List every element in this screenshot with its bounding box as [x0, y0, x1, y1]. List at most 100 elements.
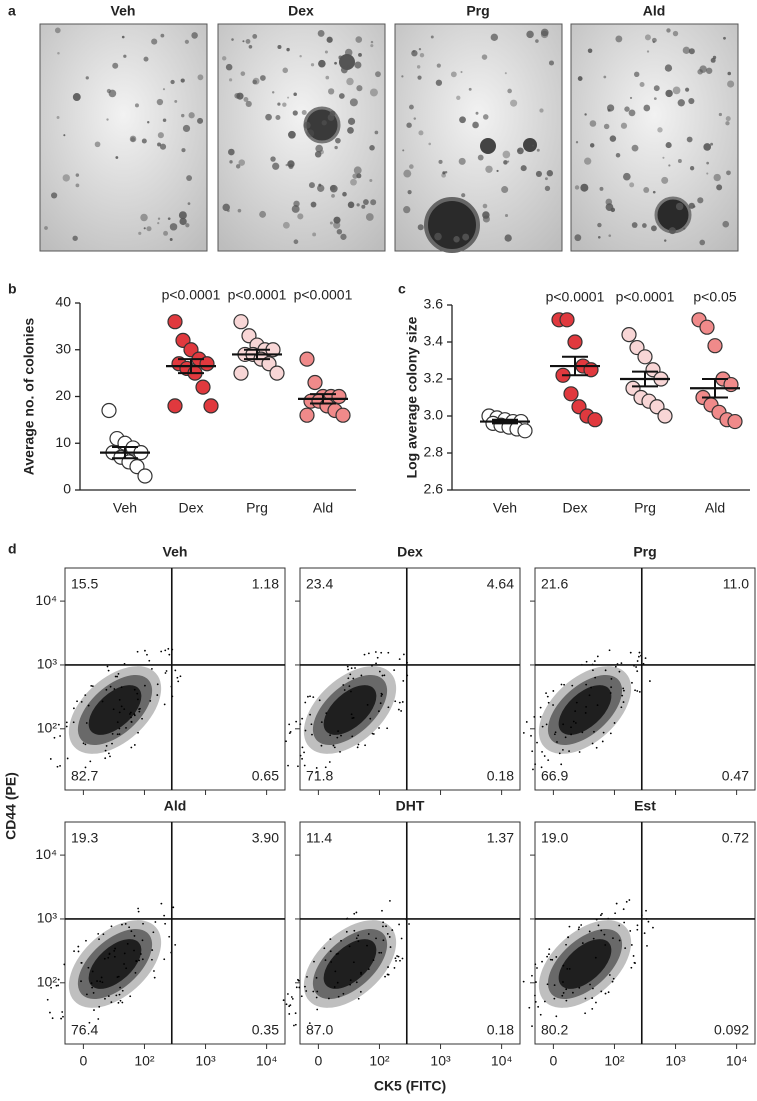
colony: [428, 142, 432, 146]
colony: [299, 55, 302, 58]
colony: [339, 54, 355, 70]
cell-dot: [634, 689, 636, 692]
cell-dot: [378, 710, 380, 713]
cell-dot: [393, 669, 396, 672]
cell-dot: [129, 995, 132, 998]
data-point: [167, 398, 183, 414]
cell-dot: [536, 967, 538, 969]
cell-dot: [121, 923, 123, 926]
cell-dot: [85, 939, 87, 942]
colony: [51, 192, 58, 199]
data-point: [727, 413, 743, 430]
cell-dot: [562, 981, 564, 983]
colony: [159, 143, 167, 150]
cell-dot: [638, 655, 640, 658]
cell-dot: [117, 672, 120, 675]
cell-dot: [382, 939, 385, 942]
x-tick-label: Veh: [493, 500, 517, 516]
quadrant-value: 1.37: [487, 830, 514, 846]
colony: [430, 35, 434, 39]
cell-dot: [375, 937, 377, 940]
cell-dot: [378, 670, 381, 673]
colony: [458, 157, 466, 165]
cell-dot: [144, 649, 146, 652]
cell-dot: [309, 695, 311, 698]
colony: [275, 115, 281, 120]
cell-dot: [546, 695, 549, 698]
colony: [481, 54, 488, 60]
colony: [642, 223, 647, 228]
colony: [328, 88, 335, 95]
y-tick-label: 3.0: [424, 407, 444, 423]
cell-dot: [396, 955, 398, 957]
y-tick-label: 2.6: [424, 481, 444, 497]
colony: [248, 44, 253, 49]
cell-dot: [364, 744, 366, 747]
colony: [406, 122, 412, 128]
cell-dot: [282, 999, 285, 1002]
cell-dot: [325, 712, 328, 715]
cell-dot: [120, 686, 123, 689]
cell-dot: [386, 932, 389, 935]
colony: [503, 160, 508, 165]
cell-dot: [106, 665, 109, 668]
colony: [56, 116, 60, 119]
cell-dot: [98, 938, 100, 941]
colony: [589, 143, 595, 148]
data-point: [699, 319, 715, 335]
colony: [665, 142, 672, 149]
cell-dot: [324, 766, 327, 769]
cell-dot: [549, 958, 552, 961]
cell-dot: [401, 957, 404, 960]
cell-dot: [340, 734, 342, 737]
cell-dot: [130, 746, 133, 749]
colony: [490, 33, 499, 42]
colony: [72, 235, 78, 241]
colony: [157, 132, 164, 139]
cell-dot: [153, 976, 156, 979]
cell-dot: [112, 708, 115, 711]
cell-dot: [349, 979, 352, 982]
cell-dot: [91, 685, 94, 688]
cell-dot: [366, 944, 368, 947]
cell-dot: [291, 997, 294, 1000]
colony: [157, 142, 162, 147]
y-tick-label: 30: [55, 340, 71, 356]
cell-dot: [399, 959, 401, 962]
colony: [329, 110, 336, 117]
colony: [608, 234, 612, 237]
panel-label: c: [398, 281, 406, 297]
p-value: p<0.0001: [616, 289, 675, 305]
colony: [349, 98, 358, 107]
cell-dot: [534, 1001, 537, 1003]
colony: [688, 98, 695, 105]
cell-dot: [575, 701, 578, 704]
cell-dot: [337, 952, 339, 955]
colony: [162, 88, 166, 91]
colony: [115, 156, 119, 159]
colony: [677, 99, 685, 107]
colony: [245, 100, 252, 108]
cell-dot: [120, 705, 123, 708]
data-point: [657, 408, 673, 424]
colony: [229, 78, 233, 82]
cell-dot: [402, 653, 405, 656]
colony: [356, 85, 363, 92]
colony: [44, 226, 48, 230]
colony: [329, 221, 333, 225]
colony: [180, 78, 185, 83]
y-axis-label: CD44 (PE): [3, 772, 19, 840]
cell-cloud: [558, 939, 612, 989]
colony: [597, 235, 601, 239]
quadrant-value: 71.8: [306, 768, 333, 784]
x-tick-label: 0: [79, 1053, 87, 1069]
colony: [597, 222, 602, 228]
cell-cloud: [323, 939, 377, 989]
cell-dot: [119, 986, 121, 989]
cell-dot: [534, 763, 537, 766]
cell-dot: [580, 924, 583, 926]
cell-dot: [305, 990, 308, 992]
cell-dot: [118, 993, 121, 996]
colony: [238, 159, 245, 166]
cell-dot: [84, 743, 87, 746]
